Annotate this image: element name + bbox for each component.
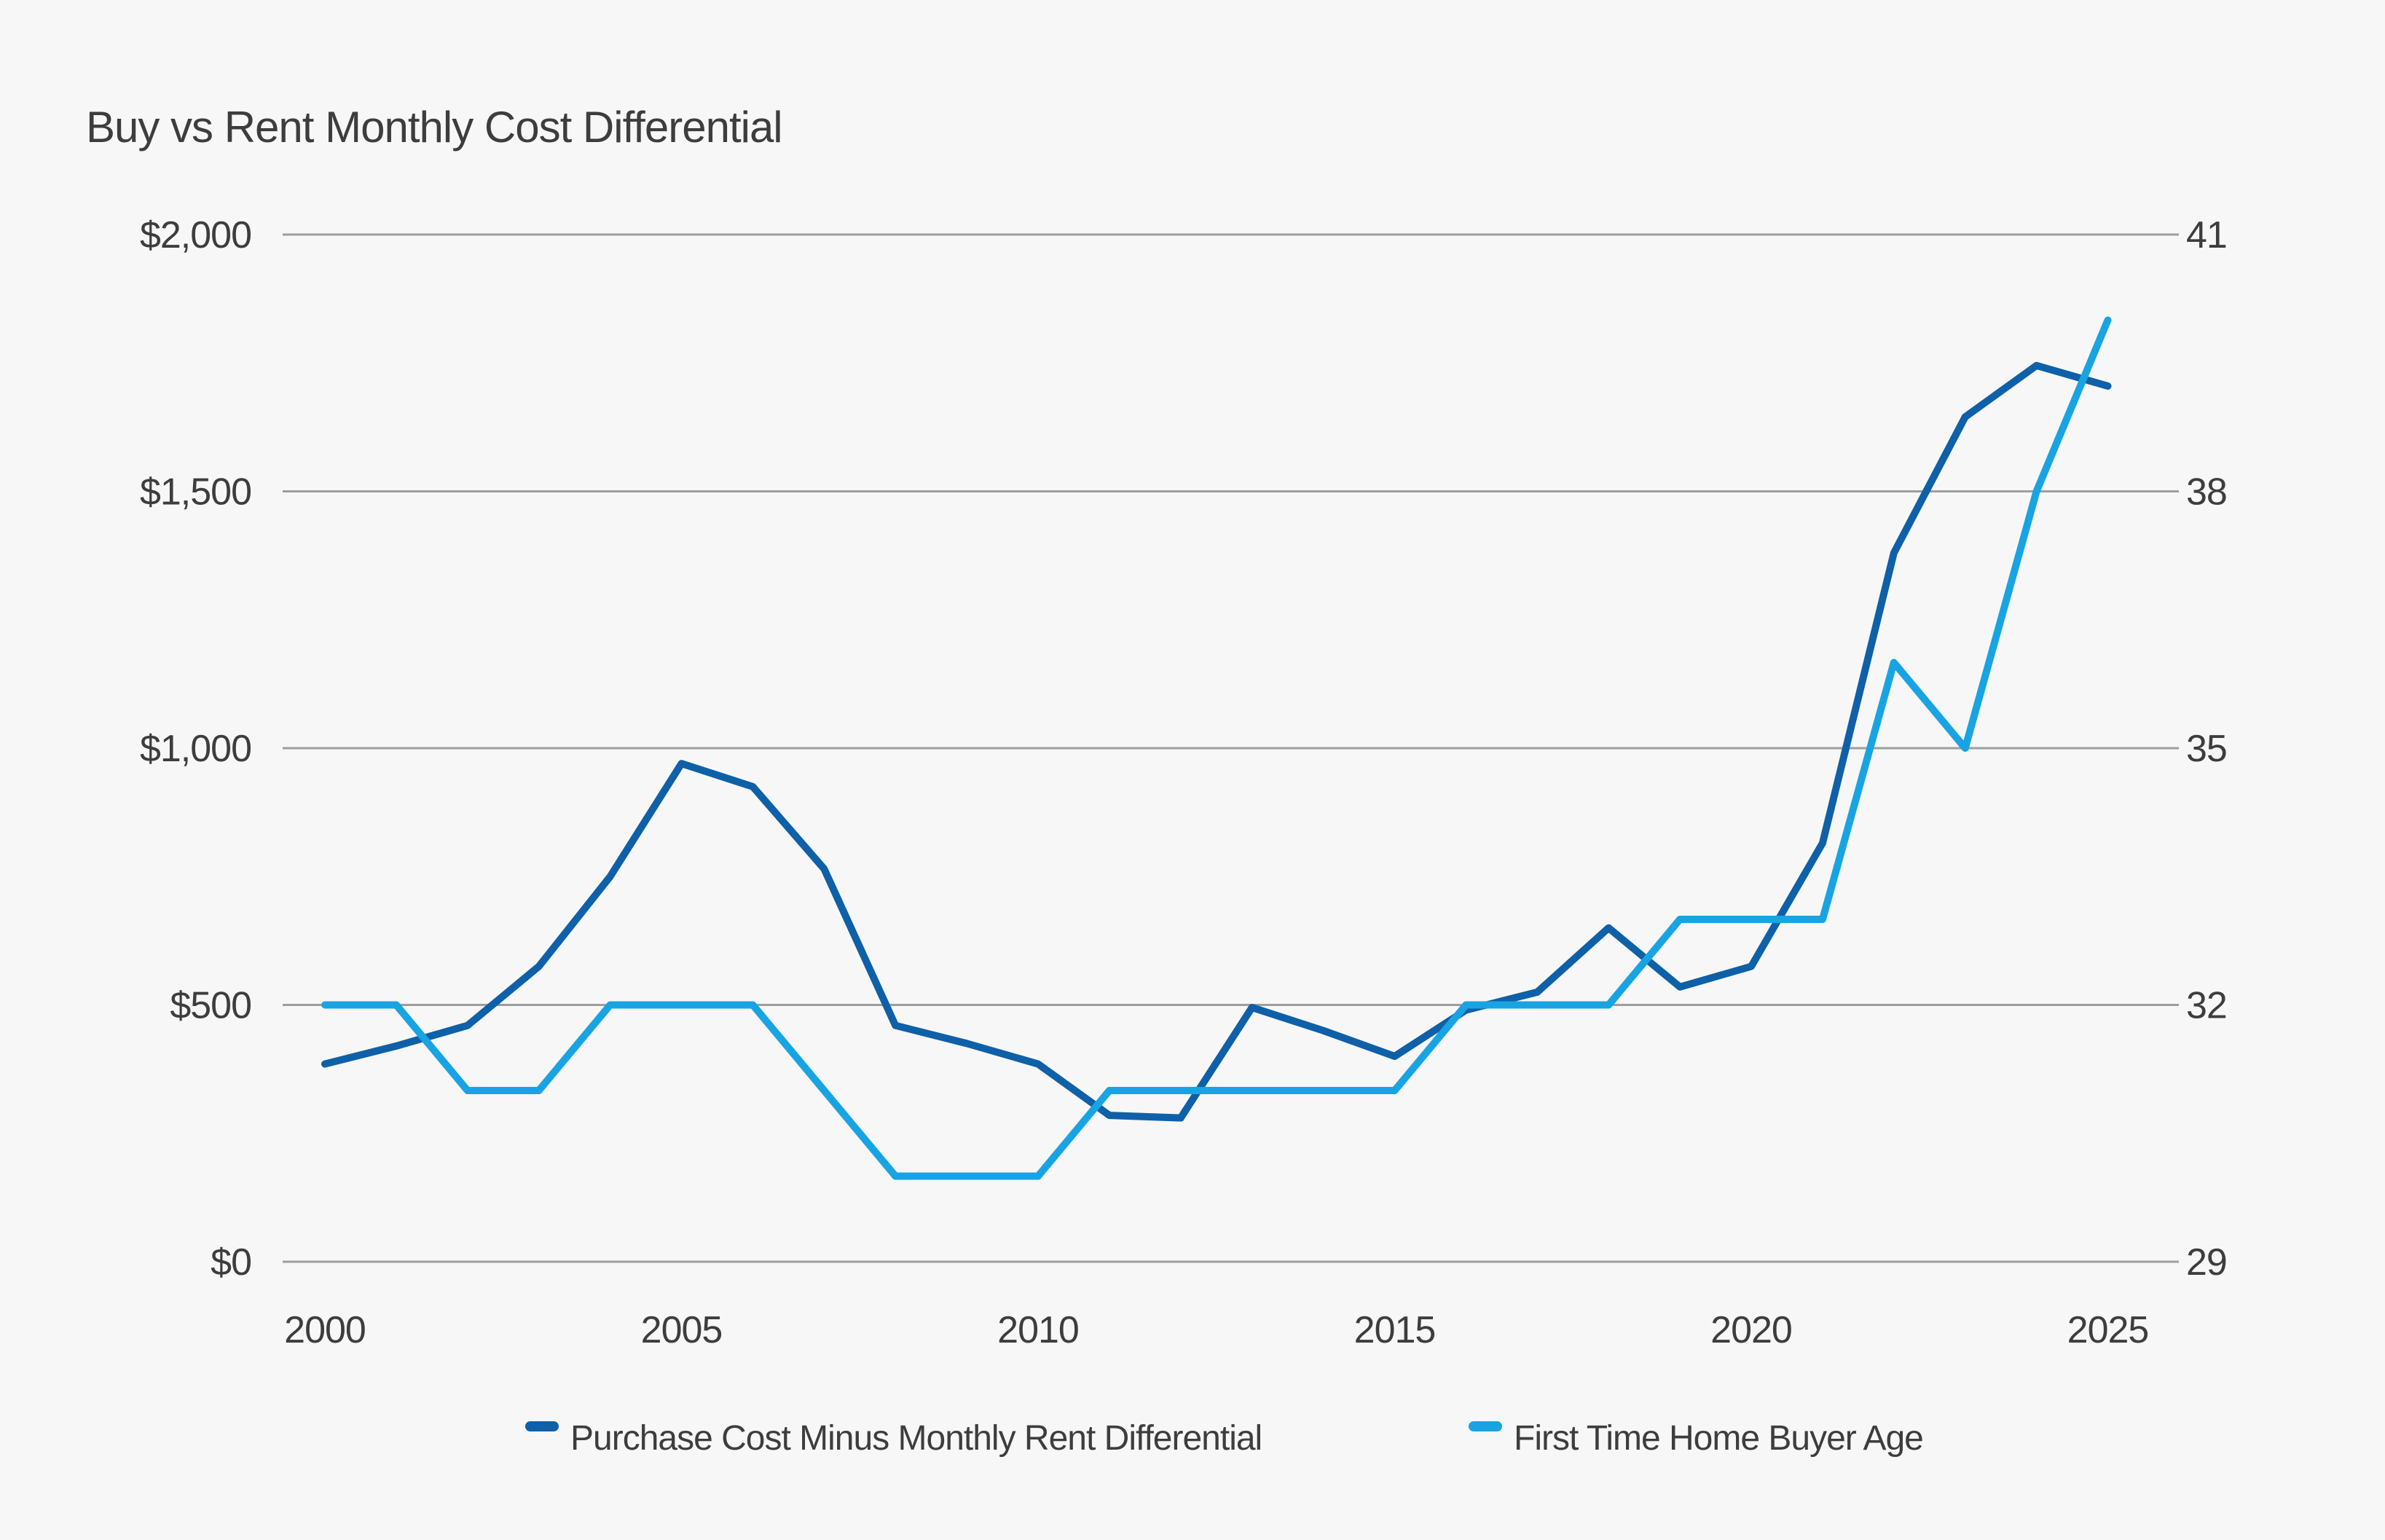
legend-marker	[525, 1421, 559, 1431]
y-axis-right-labels: 29 32 35 38 41	[2186, 214, 2228, 1284]
y-axis-right-tick: 35	[2186, 728, 2227, 770]
series-line-purchase-differential[interactable]	[321, 361, 2112, 1122]
x-axis-tick: 2020	[1710, 1309, 1792, 1351]
y-axis-left-tick: $0	[211, 1241, 251, 1284]
y-axis-right-tick: 41	[2186, 214, 2227, 256]
legend-marker	[1469, 1421, 1502, 1431]
legend-item[interactable]: Purchase Cost Minus Monthly Rent Differe…	[525, 1419, 1262, 1458]
y-axis-right-tick: 32	[2186, 985, 2227, 1027]
y-axis-right-tick: 29	[2186, 1241, 2227, 1284]
legend-item-label: First Time Home Buyer Age	[1514, 1419, 1923, 1458]
y-axis-left-tick: $1,500	[140, 471, 251, 514]
chart-title: Buy vs Rent Monthly Cost Differential	[86, 103, 782, 152]
legend-item-label: Purchase Cost Minus Monthly Rent Differe…	[570, 1419, 1262, 1458]
legend-item[interactable]: First Time Home Buyer Age	[1469, 1419, 1924, 1458]
x-axis-tick: 2000	[284, 1309, 366, 1351]
series-line-first-time-buyer-age[interactable]	[321, 316, 2112, 1180]
x-axis-tick: 2015	[1354, 1309, 1436, 1351]
y-axis-right-tick: 38	[2186, 471, 2227, 514]
x-axis-tick: 2010	[997, 1309, 1079, 1351]
y-axis-left-tick: $500	[170, 985, 251, 1027]
series-lines	[321, 316, 2112, 1180]
gridlines	[283, 233, 2179, 1263]
y-axis-left-tick: $2,000	[140, 214, 251, 256]
y-axis-left-tick: $1,000	[140, 728, 251, 770]
legend: Purchase Cost Minus Monthly Rent Differe…	[525, 1419, 1924, 1458]
y-axis-left-labels: $0 $500 $1,000 $1,500 $2,000	[140, 214, 252, 1284]
x-axis-tick: 2005	[641, 1309, 723, 1351]
x-axis-labels: 2000 2005 2010 2015 2020 2025	[284, 1309, 2149, 1351]
x-axis-tick: 2025	[2067, 1309, 2149, 1351]
